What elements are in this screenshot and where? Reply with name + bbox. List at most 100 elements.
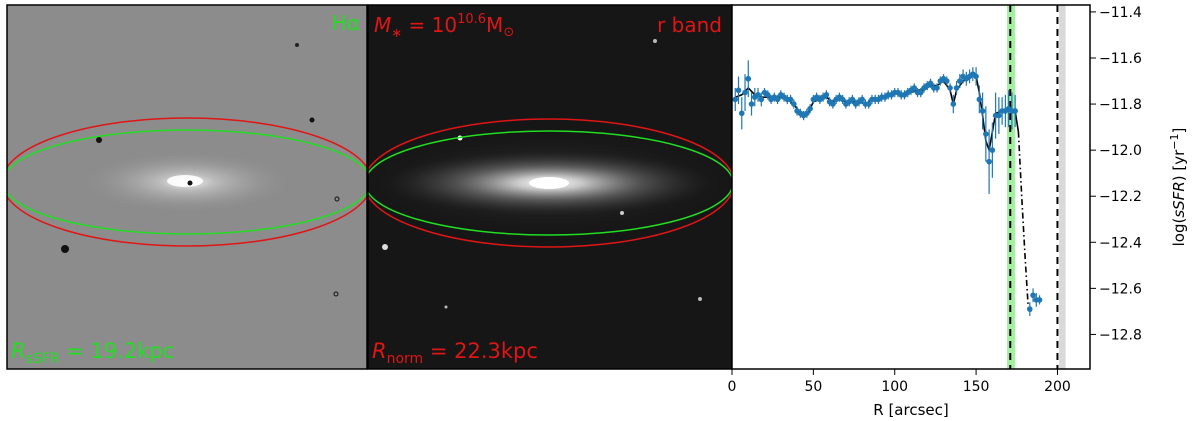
data-point [787,96,794,103]
halpha-ring-source [334,196,340,202]
data-point [934,85,940,91]
data-point [976,96,983,103]
y-tick-label: −12.6 [1099,281,1142,297]
chart-points [732,60,1043,317]
data-point [758,96,765,103]
data-point [865,101,872,107]
data-point [917,89,924,96]
rband-mass-label: M∗ = 1010.6M⊙ [374,12,514,41]
x-axis-label: R [arcsec] [873,401,948,419]
data-point [1036,297,1043,303]
rband-mass-symbol: M [374,13,391,37]
data-point [957,78,963,84]
y-tick-label: −12.2 [1099,189,1142,205]
rband-panel: M∗ = 1010.6M⊙ r band Rnorm = 22.3kpc [368,5,732,369]
data-point [807,105,813,112]
y-tick-label: −12.8 [1099,327,1142,343]
halpha-label: Hα [332,11,360,35]
x-axis-ticks: 0 50 100 150 200 [728,369,1071,395]
halpha-frame [6,4,368,370]
data-point [804,110,810,117]
data-point [738,110,745,117]
halpha-panel: Hα RsSFR = 19.2kpc [7,5,367,369]
rband-label: r band [657,13,722,37]
data-point [745,75,752,82]
data-point [1030,292,1036,299]
data-point [996,112,1002,119]
data-point [986,158,992,165]
data-point [1012,108,1018,114]
data-point [755,92,761,98]
data-point [953,85,960,91]
y-tick-label: −12.4 [1099,235,1142,251]
rband-mass-star: ∗ [391,26,402,41]
y-tick-label: −11.6 [1099,51,1142,67]
halpha-dark-source [96,137,102,143]
rband-radius-symbol: R [372,339,387,363]
rband-star [382,244,388,250]
data-point [979,108,986,114]
data-point [947,85,953,91]
halpha-galaxy-core [167,175,203,187]
data-point [989,147,996,153]
x-tick-label: 50 [804,379,822,395]
data-point [950,101,957,107]
rband-star [698,297,702,301]
data-point [973,73,979,80]
data-point [791,101,797,107]
y-axis-label-sup: −1 [1168,134,1181,150]
rband-green-ellipse [368,130,732,236]
y-axis-label-suffix: ) [yr [1170,149,1188,181]
data-point [742,89,748,96]
rband-mass-unit: M [486,13,503,37]
halpha-core-dark-spot [187,180,193,186]
chart-bands [1007,5,1066,369]
data-point [927,80,934,87]
data-point [911,85,918,91]
x-tick-label: 100 [881,379,908,395]
rband-star [444,305,448,309]
data-point [1026,306,1033,312]
x-tick-label: 0 [728,379,737,395]
data-point [823,92,830,98]
y-tick-label: −11.4 [1099,5,1142,21]
data-point [774,96,781,103]
data-point [839,96,846,103]
halpha-dark-source [309,117,315,123]
data-point [944,78,950,84]
data-point [748,101,755,107]
data-point [859,96,865,103]
rband-radius-value: = 22.3kpc [423,339,538,363]
rband-mass-eq: = 10 [402,13,457,37]
y-axis-label: log(sSFR) [yr−1] [1168,128,1188,247]
y-axis-label-italic: sSFR [1170,181,1188,217]
halpha-dark-source [61,245,69,253]
data-point [830,101,836,107]
halpha-radius-value: = 19.2kpc [60,339,175,363]
data-point [983,131,989,137]
halpha-radius-subscript: sSFR [26,351,60,367]
data-point [765,92,771,98]
rband-radius-label: Rnorm = 22.3kpc [372,339,538,367]
halpha-dark-source [295,43,299,47]
rband-red-ellipse [368,118,732,248]
rband-star [620,211,624,215]
x-tick-label: 200 [1044,379,1071,395]
x-tick-label: 150 [963,379,990,395]
y-axis-label-close: ] [1170,128,1188,134]
halpha-red-ellipse [7,117,367,247]
rband-star [653,39,657,43]
plot-frame [731,4,1091,370]
data-point [849,96,856,103]
rband-galaxy-core [529,177,569,189]
data-point [735,87,742,94]
rband-mass-exponent: 10.6 [457,12,486,27]
y-axis-label-prefix: log( [1170,218,1188,247]
gray-band [1059,5,1066,369]
ssfr-profile-chart: 0 50 100 150 200 −11.4−11.6−11.8−12.0−12.2−1… [728,4,1188,419]
halpha-ring-source [333,291,339,297]
y-axis-ticks: −11.4 −11.6 −11.8 −12.0 −12.2 −12.4 −12.6 −12.8 [1090,5,1142,343]
rband-mass-unit-sub: ⊙ [503,25,514,40]
y-tick-label: −11.8 [1099,97,1142,113]
rband-radius-subscript: norm [387,351,424,367]
